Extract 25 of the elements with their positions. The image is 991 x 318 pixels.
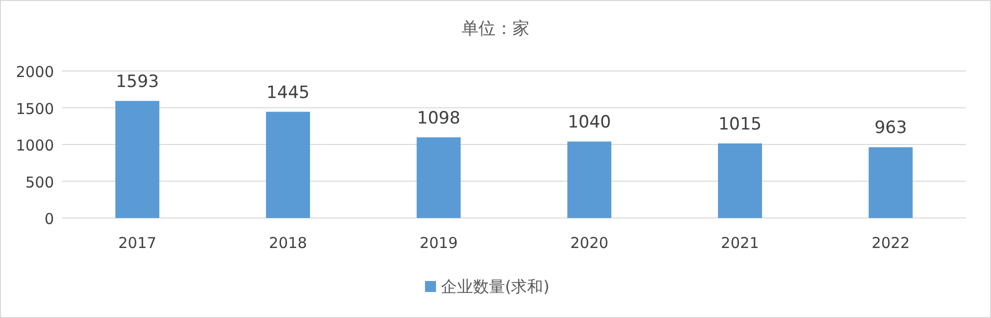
data-label: 963 (874, 118, 907, 138)
x-tick-label: 2022 (872, 234, 910, 252)
y-tick-label: 2000 (16, 63, 54, 81)
x-tick-label: 2019 (420, 234, 458, 252)
x-tick-label: 2021 (720, 234, 760, 252)
y-tick-label: 500 (25, 173, 54, 192)
y-tick-label: 1000 (16, 136, 54, 154)
bar (416, 137, 461, 218)
y-tick-label: 1500 (16, 100, 54, 118)
legend-label: 企业数量(求和) (441, 277, 550, 296)
bar (115, 100, 160, 218)
x-tick-label: 2018 (268, 234, 308, 252)
bar (718, 143, 762, 218)
data-label: 1593 (116, 72, 159, 92)
y-tick-label: 0 (44, 210, 54, 228)
data-label: 1098 (417, 108, 460, 128)
bar (266, 112, 310, 218)
bar (868, 147, 913, 218)
data-label: 1015 (718, 114, 762, 134)
data-label: 1040 (568, 112, 611, 133)
x-tick-label: 2017 (118, 234, 156, 252)
chart-title: 单位：家 (462, 19, 530, 39)
x-tick-label: 2020 (570, 234, 608, 252)
bar (567, 142, 612, 218)
data-label: 1445 (266, 82, 310, 103)
